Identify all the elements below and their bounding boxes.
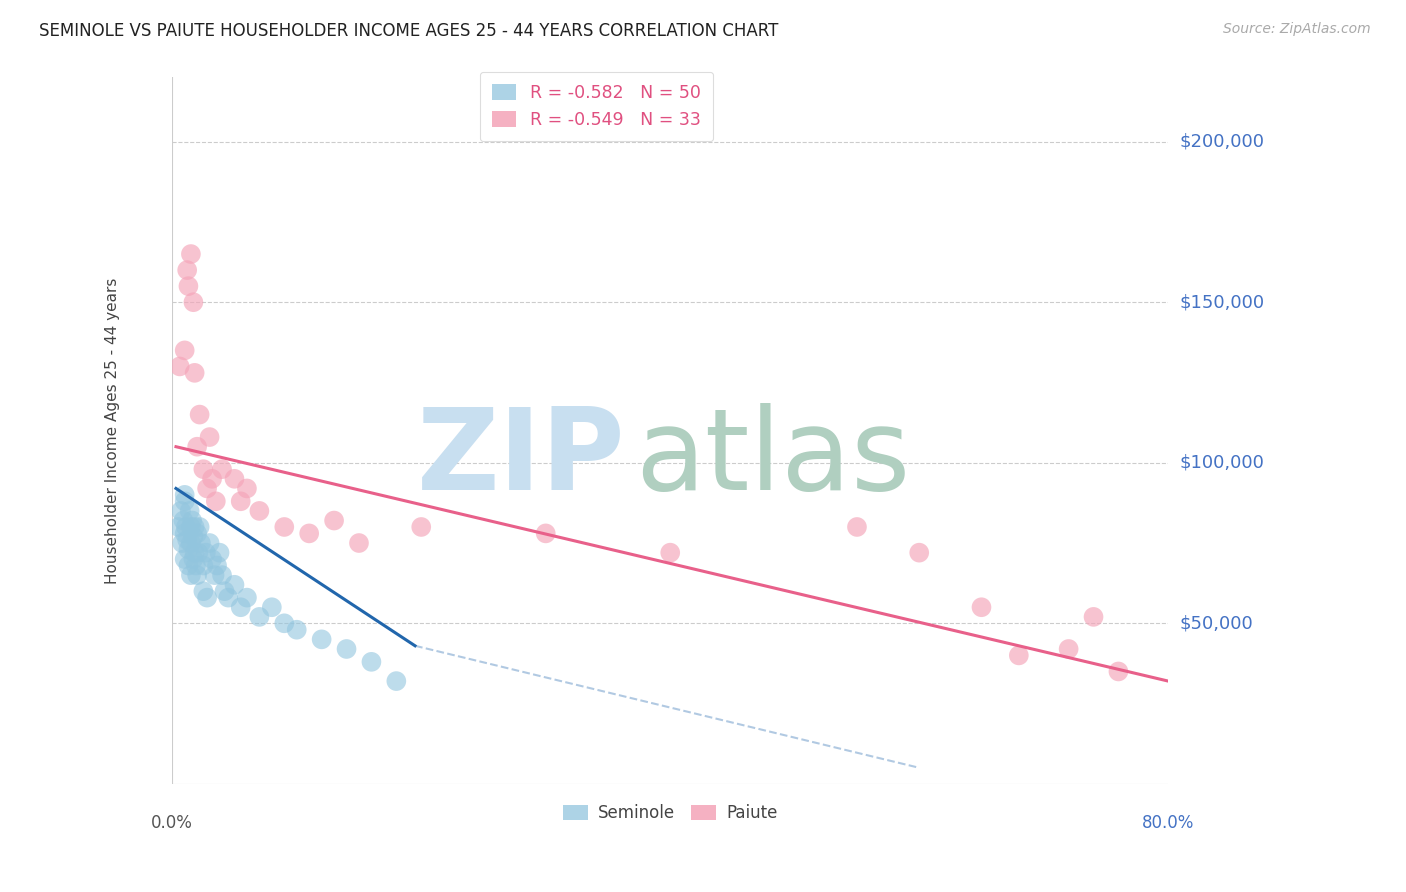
Point — [179, 504, 201, 518]
Point — [193, 558, 215, 573]
Point — [180, 568, 202, 582]
Point — [211, 462, 233, 476]
Point — [1083, 610, 1105, 624]
Point — [183, 546, 205, 560]
Text: $150,000: $150,000 — [1180, 293, 1264, 311]
Point — [211, 568, 233, 582]
Point — [176, 263, 198, 277]
Point — [1107, 665, 1129, 679]
Point — [311, 632, 333, 647]
Point — [224, 578, 246, 592]
Point — [217, 591, 239, 605]
Point — [323, 514, 346, 528]
Point — [195, 482, 218, 496]
Point — [208, 546, 231, 560]
Point — [193, 462, 215, 476]
Point — [204, 568, 226, 582]
Point — [201, 552, 224, 566]
Point — [247, 504, 270, 518]
Point — [172, 514, 194, 528]
Point — [298, 526, 321, 541]
Point — [174, 520, 197, 534]
Point — [169, 359, 191, 374]
Point — [177, 542, 200, 557]
Point — [970, 600, 993, 615]
Point — [411, 520, 433, 534]
Point — [229, 600, 252, 615]
Point — [173, 343, 195, 358]
Point — [186, 568, 208, 582]
Point — [177, 279, 200, 293]
Point — [347, 536, 370, 550]
Point — [173, 488, 195, 502]
Point — [183, 552, 205, 566]
Point — [385, 674, 408, 689]
Point — [184, 558, 207, 573]
Text: $50,000: $50,000 — [1180, 615, 1253, 632]
Text: SEMINOLE VS PAIUTE HOUSEHOLDER INCOME AGES 25 - 44 YEARS CORRELATION CHART: SEMINOLE VS PAIUTE HOUSEHOLDER INCOME AG… — [39, 22, 779, 40]
Point — [190, 536, 212, 550]
Point — [183, 295, 205, 310]
Point — [236, 482, 259, 496]
Legend: Seminole, Paiute: Seminole, Paiute — [555, 797, 785, 829]
Point — [180, 247, 202, 261]
Point — [173, 526, 195, 541]
Point — [173, 494, 195, 508]
Point — [173, 552, 195, 566]
Point — [187, 546, 209, 560]
Point — [195, 591, 218, 605]
Point — [188, 520, 211, 534]
Point — [236, 591, 259, 605]
Point — [170, 504, 193, 518]
Text: Householder Income Ages 25 - 44 years: Householder Income Ages 25 - 44 years — [105, 277, 120, 584]
Text: 0.0%: 0.0% — [152, 814, 193, 832]
Point — [176, 533, 198, 547]
Point — [1008, 648, 1031, 663]
Point — [534, 526, 557, 541]
Text: Source: ZipAtlas.com: Source: ZipAtlas.com — [1223, 22, 1371, 37]
Point — [183, 366, 205, 380]
Point — [335, 642, 357, 657]
Point — [181, 514, 204, 528]
Point — [214, 584, 236, 599]
Point — [201, 472, 224, 486]
Text: ZIP: ZIP — [418, 403, 626, 515]
Text: atlas: atlas — [636, 403, 911, 515]
Point — [183, 530, 205, 544]
Point — [846, 520, 869, 534]
Point — [247, 610, 270, 624]
Point — [183, 520, 205, 534]
Point — [908, 546, 931, 560]
Point — [188, 408, 211, 422]
Point — [172, 536, 194, 550]
Point — [285, 623, 308, 637]
Text: $200,000: $200,000 — [1180, 133, 1264, 151]
Point — [273, 616, 295, 631]
Point — [180, 536, 202, 550]
Point — [193, 584, 215, 599]
Point — [194, 546, 217, 560]
Point — [186, 440, 208, 454]
Point — [180, 520, 202, 534]
Point — [1057, 642, 1080, 657]
Point — [167, 520, 190, 534]
Point — [177, 558, 200, 573]
Point — [360, 655, 382, 669]
Point — [204, 494, 226, 508]
Text: $100,000: $100,000 — [1180, 454, 1264, 472]
Text: 80.0%: 80.0% — [1142, 814, 1195, 832]
Point — [198, 430, 221, 444]
Point — [186, 526, 208, 541]
Point — [205, 558, 228, 573]
Point — [273, 520, 295, 534]
Point — [224, 472, 246, 486]
Point — [659, 546, 682, 560]
Point — [198, 536, 221, 550]
Point — [260, 600, 283, 615]
Point — [229, 494, 252, 508]
